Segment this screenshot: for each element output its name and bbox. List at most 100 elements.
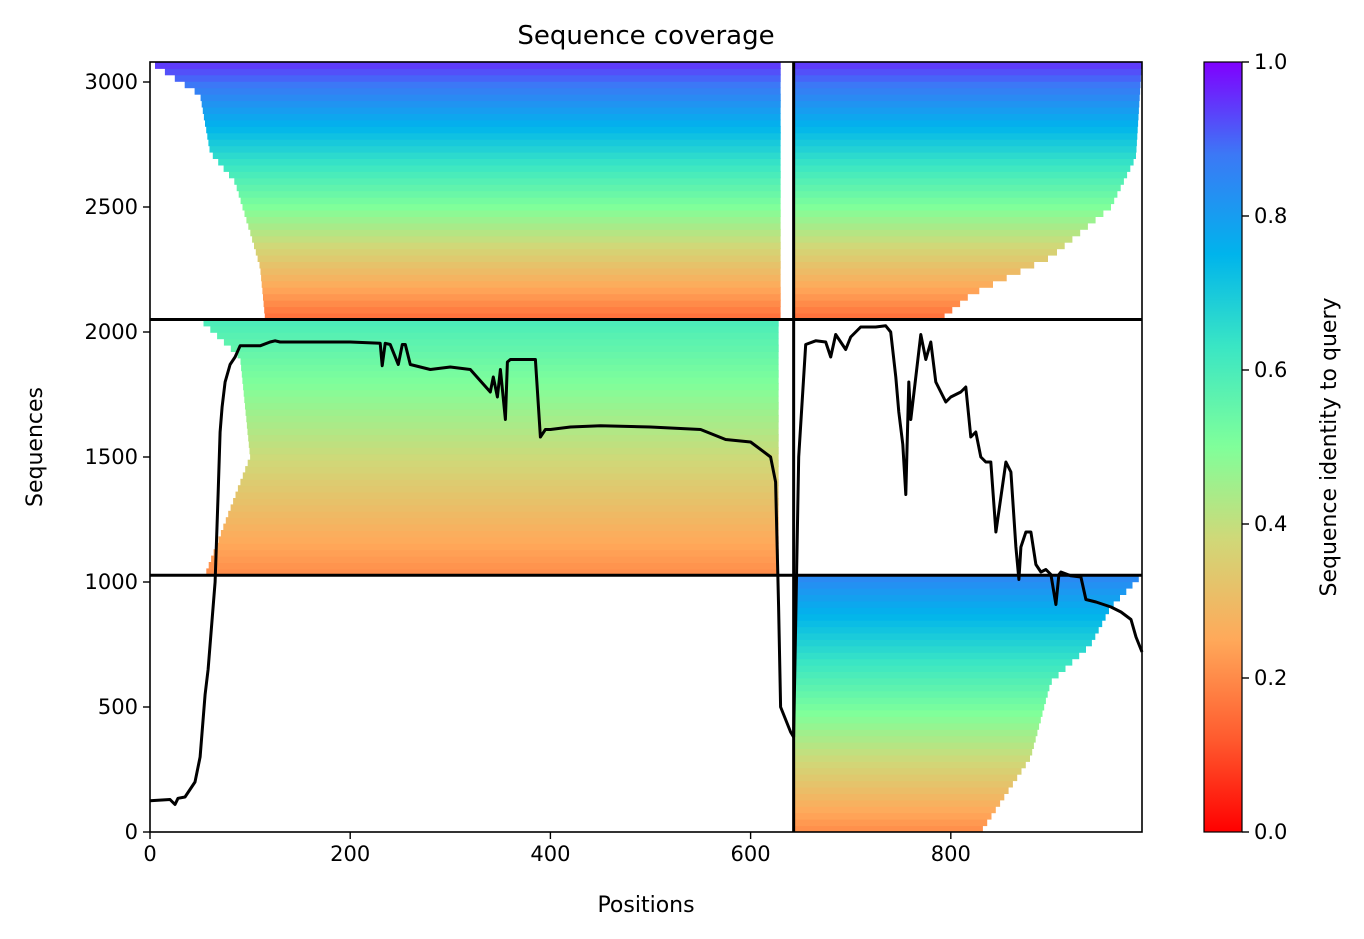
heatmap-band bbox=[793, 228, 1081, 237]
heatmap-band bbox=[261, 273, 781, 282]
heatmap-band bbox=[223, 338, 779, 346]
heatmap-block bbox=[203, 319, 779, 576]
x-tick-label: 0 bbox=[143, 842, 156, 866]
heatmap-band bbox=[238, 190, 781, 198]
heatmap-band bbox=[248, 434, 779, 442]
heatmap-band bbox=[793, 190, 1118, 198]
colorbar-tick-label: 0.6 bbox=[1254, 358, 1287, 382]
heatmap-band bbox=[793, 696, 1046, 705]
heatmap-band bbox=[230, 504, 779, 512]
heatmap-band bbox=[793, 574, 1139, 583]
heatmap-band bbox=[793, 703, 1045, 711]
heatmap-band bbox=[793, 645, 1086, 653]
colorbar-tick-label: 1.0 bbox=[1254, 50, 1287, 74]
y-axis-label: Sequences bbox=[23, 387, 48, 507]
y-tick-label: 2500 bbox=[85, 195, 138, 219]
heatmap-band bbox=[225, 517, 779, 525]
heatmap-band bbox=[793, 600, 1114, 608]
heatmap-band bbox=[223, 164, 781, 172]
heatmap-band bbox=[793, 62, 1142, 69]
x-tick-label: 200 bbox=[330, 842, 370, 866]
heatmap-band bbox=[793, 100, 1140, 108]
heatmap-band bbox=[237, 485, 779, 493]
heatmap-band bbox=[793, 254, 1048, 262]
heatmap-band bbox=[793, 767, 1022, 775]
heatmap-band bbox=[793, 273, 1007, 282]
heatmap-band bbox=[793, 799, 1001, 807]
heatmap-band bbox=[793, 241, 1065, 250]
heatmap-band bbox=[793, 664, 1066, 672]
heatmap-band bbox=[263, 299, 781, 308]
heatmap-band bbox=[793, 177, 1124, 185]
heatmap-band bbox=[793, 280, 993, 288]
heatmap-band bbox=[241, 363, 779, 372]
x-axis-label: Positions bbox=[597, 893, 694, 918]
heatmap-band bbox=[263, 293, 781, 301]
heatmap-band bbox=[793, 716, 1041, 724]
heatmap-band bbox=[793, 709, 1043, 717]
heatmap-band bbox=[793, 145, 1137, 153]
heatmap-band bbox=[793, 151, 1136, 159]
heatmap-band bbox=[202, 106, 781, 114]
heatmap-band bbox=[237, 351, 779, 359]
colorbar-label: Sequence identity to query bbox=[1317, 297, 1342, 596]
heatmap-band bbox=[793, 812, 992, 820]
heatmap-band bbox=[203, 319, 779, 327]
heatmap-band bbox=[793, 741, 1034, 749]
heatmap-band bbox=[234, 177, 781, 185]
heatmap-band bbox=[252, 235, 781, 243]
heatmap-band bbox=[248, 222, 781, 230]
y-tick-label: 2000 bbox=[85, 320, 138, 344]
heatmap-band bbox=[793, 748, 1033, 756]
heatmap-band bbox=[793, 261, 1035, 269]
heatmap-block bbox=[793, 62, 1142, 320]
heatmap-band bbox=[235, 491, 779, 499]
heatmap-band bbox=[793, 132, 1138, 140]
heatmap-band bbox=[793, 773, 1018, 782]
heatmap-band bbox=[218, 158, 781, 166]
heatmap-band bbox=[245, 466, 779, 474]
heatmap-band bbox=[203, 113, 781, 121]
colorbar-tick-label: 0.4 bbox=[1254, 512, 1287, 536]
heatmap-band bbox=[223, 523, 779, 531]
heatmap-band bbox=[213, 549, 779, 557]
coverage-line bbox=[149, 324, 1144, 806]
y-tick-label: 1500 bbox=[85, 445, 138, 469]
heatmap-band bbox=[261, 280, 781, 288]
heatmap-band bbox=[243, 382, 779, 391]
heatmap-band bbox=[793, 93, 1140, 102]
heatmap-band bbox=[245, 408, 779, 416]
heatmap-band bbox=[793, 735, 1036, 743]
heatmap-band bbox=[262, 286, 781, 295]
heatmap-band bbox=[247, 427, 779, 436]
heatmap-band bbox=[194, 87, 781, 95]
heatmap-band bbox=[793, 786, 1009, 794]
heatmap-band bbox=[793, 581, 1133, 589]
heatmap-band bbox=[212, 151, 781, 159]
heatmap-band bbox=[793, 209, 1104, 217]
heatmap-band bbox=[793, 728, 1038, 737]
heatmap-band bbox=[793, 754, 1030, 762]
colorbar bbox=[1203, 61, 1243, 833]
heatmap-band bbox=[793, 632, 1096, 640]
heatmap-band bbox=[246, 216, 781, 224]
heatmap-band bbox=[205, 119, 781, 127]
heatmap-band bbox=[218, 536, 779, 544]
heatmap-band bbox=[246, 421, 779, 429]
heatmap-band bbox=[241, 370, 779, 378]
heatmap-band bbox=[793, 658, 1073, 666]
heatmap-band bbox=[210, 325, 779, 333]
heatmap-band bbox=[209, 145, 781, 153]
heatmap-block bbox=[155, 62, 781, 320]
heatmap-band bbox=[793, 825, 983, 832]
heatmap-band bbox=[257, 254, 781, 262]
heatmap-band bbox=[793, 235, 1073, 243]
heatmap-band bbox=[242, 203, 781, 211]
heatmap-band bbox=[793, 594, 1120, 602]
heatmap-band bbox=[793, 87, 1141, 95]
heatmap-band bbox=[164, 67, 781, 76]
heatmap-band bbox=[793, 722, 1040, 730]
heatmap-band bbox=[793, 74, 1141, 82]
heatmap-band bbox=[793, 222, 1088, 230]
heatmap-band bbox=[793, 671, 1059, 679]
